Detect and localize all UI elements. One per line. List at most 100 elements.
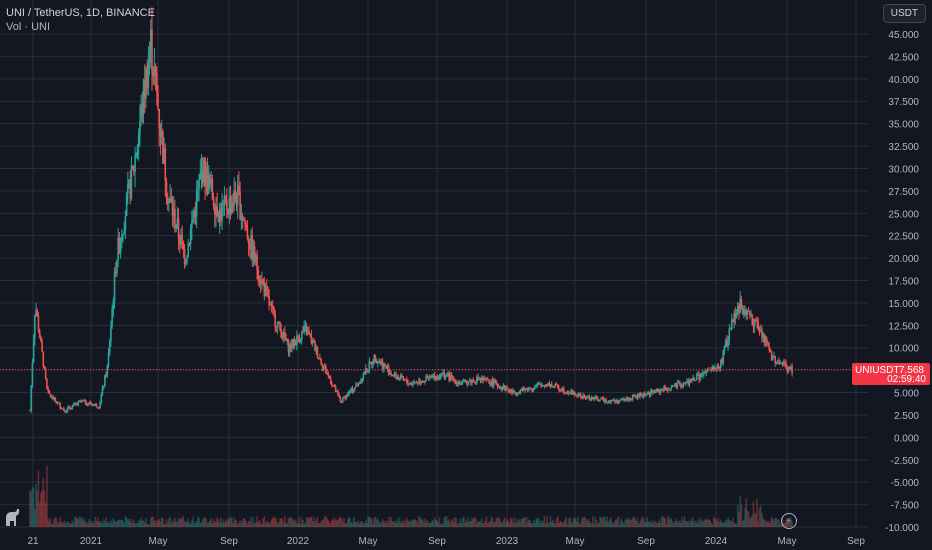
- y-tick-label: -10.000: [885, 523, 919, 534]
- symbol-title[interactable]: UNI / TetherUS, 1D, BINANCE: [6, 7, 155, 19]
- candle-body: [594, 396, 597, 399]
- candle-body: [613, 399, 616, 402]
- volume-bar: [136, 523, 139, 527]
- dino-logo-icon[interactable]: [2, 506, 22, 528]
- volume-bar: [250, 516, 252, 527]
- candle-body: [572, 392, 575, 395]
- volume-bar: [624, 519, 627, 527]
- candle-body: [157, 92, 159, 110]
- volume-bar: [279, 518, 281, 527]
- volume-bar: [338, 517, 340, 527]
- volume-bar: [682, 520, 685, 527]
- candle-body: [624, 399, 627, 401]
- volume-bar: [96, 517, 99, 527]
- volume-legend[interactable]: Vol · UNI: [6, 21, 51, 33]
- volume-bar: [681, 516, 684, 527]
- candle-body: [646, 393, 648, 395]
- candle-body: [695, 375, 698, 381]
- candle-body: [427, 376, 430, 379]
- volume-bar: [379, 523, 382, 527]
- candle-body: [669, 388, 671, 390]
- volume-bar: [442, 523, 444, 527]
- volume-bar: [535, 519, 537, 527]
- volume-bar: [82, 520, 84, 527]
- volume-bar: [678, 520, 681, 527]
- candle-body: [436, 376, 438, 380]
- candle-body: [96, 407, 99, 408]
- volume-bar: [653, 520, 656, 527]
- volume-bar: [605, 520, 607, 527]
- candle-body: [63, 408, 65, 411]
- volume-bar: [37, 470, 40, 527]
- candle-body: [391, 374, 394, 377]
- volume-bar: [164, 523, 167, 527]
- candle-body: [71, 405, 74, 410]
- volume-bar: [457, 523, 460, 527]
- volume-bar: [253, 523, 256, 527]
- candle-body: [140, 103, 142, 122]
- volume-bar: [346, 519, 349, 527]
- volume-bar: [160, 517, 163, 527]
- volume-bar: [546, 516, 548, 527]
- volume-bar: [683, 516, 686, 527]
- volume-bar: [416, 523, 419, 527]
- candle-body: [100, 394, 103, 403]
- volume-bar: [738, 512, 740, 527]
- candle-body: [357, 383, 360, 385]
- candle-body: [544, 384, 547, 386]
- candle-body: [116, 260, 118, 274]
- volume-bar: [569, 517, 571, 527]
- volume-bar: [343, 518, 345, 527]
- candle-body: [256, 255, 258, 271]
- candle-body: [279, 321, 281, 330]
- candle-body: [407, 382, 409, 385]
- currency-button[interactable]: USDT: [882, 4, 926, 23]
- volume-bar: [269, 521, 272, 527]
- volume-bar: [30, 492, 33, 527]
- candle-body: [88, 402, 90, 404]
- volume-bar: [649, 522, 652, 527]
- volume-bar: [514, 522, 517, 527]
- candle-body: [113, 271, 116, 301]
- volume-bar: [291, 518, 293, 527]
- candle-body: [221, 203, 223, 221]
- volume-bar: [383, 521, 385, 527]
- volume-bar: [339, 516, 342, 527]
- candle-body: [158, 109, 161, 128]
- volume-bar: [172, 522, 175, 527]
- candle-body: [362, 373, 365, 379]
- volume-bar: [177, 517, 180, 527]
- volume-bar: [627, 519, 629, 527]
- volume-bar: [42, 478, 45, 527]
- y-tick-label: 20.000: [888, 254, 919, 265]
- candle-body: [131, 165, 134, 167]
- candle-body: [419, 380, 421, 384]
- candle-body: [135, 153, 138, 157]
- volume-bar: [509, 517, 512, 527]
- volume-bar: [508, 522, 511, 527]
- volume-bar: [263, 516, 266, 527]
- candle-body: [575, 394, 577, 396]
- candle-body: [550, 384, 553, 387]
- candle-body: [356, 383, 359, 385]
- candle-body: [563, 388, 565, 393]
- candle-body: [741, 307, 744, 314]
- volume-bar: [127, 519, 129, 527]
- volume-bar: [431, 520, 433, 527]
- volume-bar: [108, 523, 111, 527]
- candle-body: [729, 328, 732, 330]
- candle-body: [447, 373, 449, 376]
- candle-body: [47, 388, 49, 391]
- candle-body: [105, 375, 107, 377]
- volume-bar: [149, 517, 152, 527]
- candle-body: [119, 240, 122, 253]
- candle-body: [53, 397, 55, 400]
- candle-body: [284, 332, 286, 339]
- candle-body: [325, 366, 327, 374]
- candle-body: [555, 384, 558, 385]
- volume-bar: [264, 523, 267, 527]
- lightning-icon[interactable]: ⚡: [781, 513, 797, 529]
- candle-body: [89, 402, 92, 405]
- volume-bar: [577, 516, 580, 527]
